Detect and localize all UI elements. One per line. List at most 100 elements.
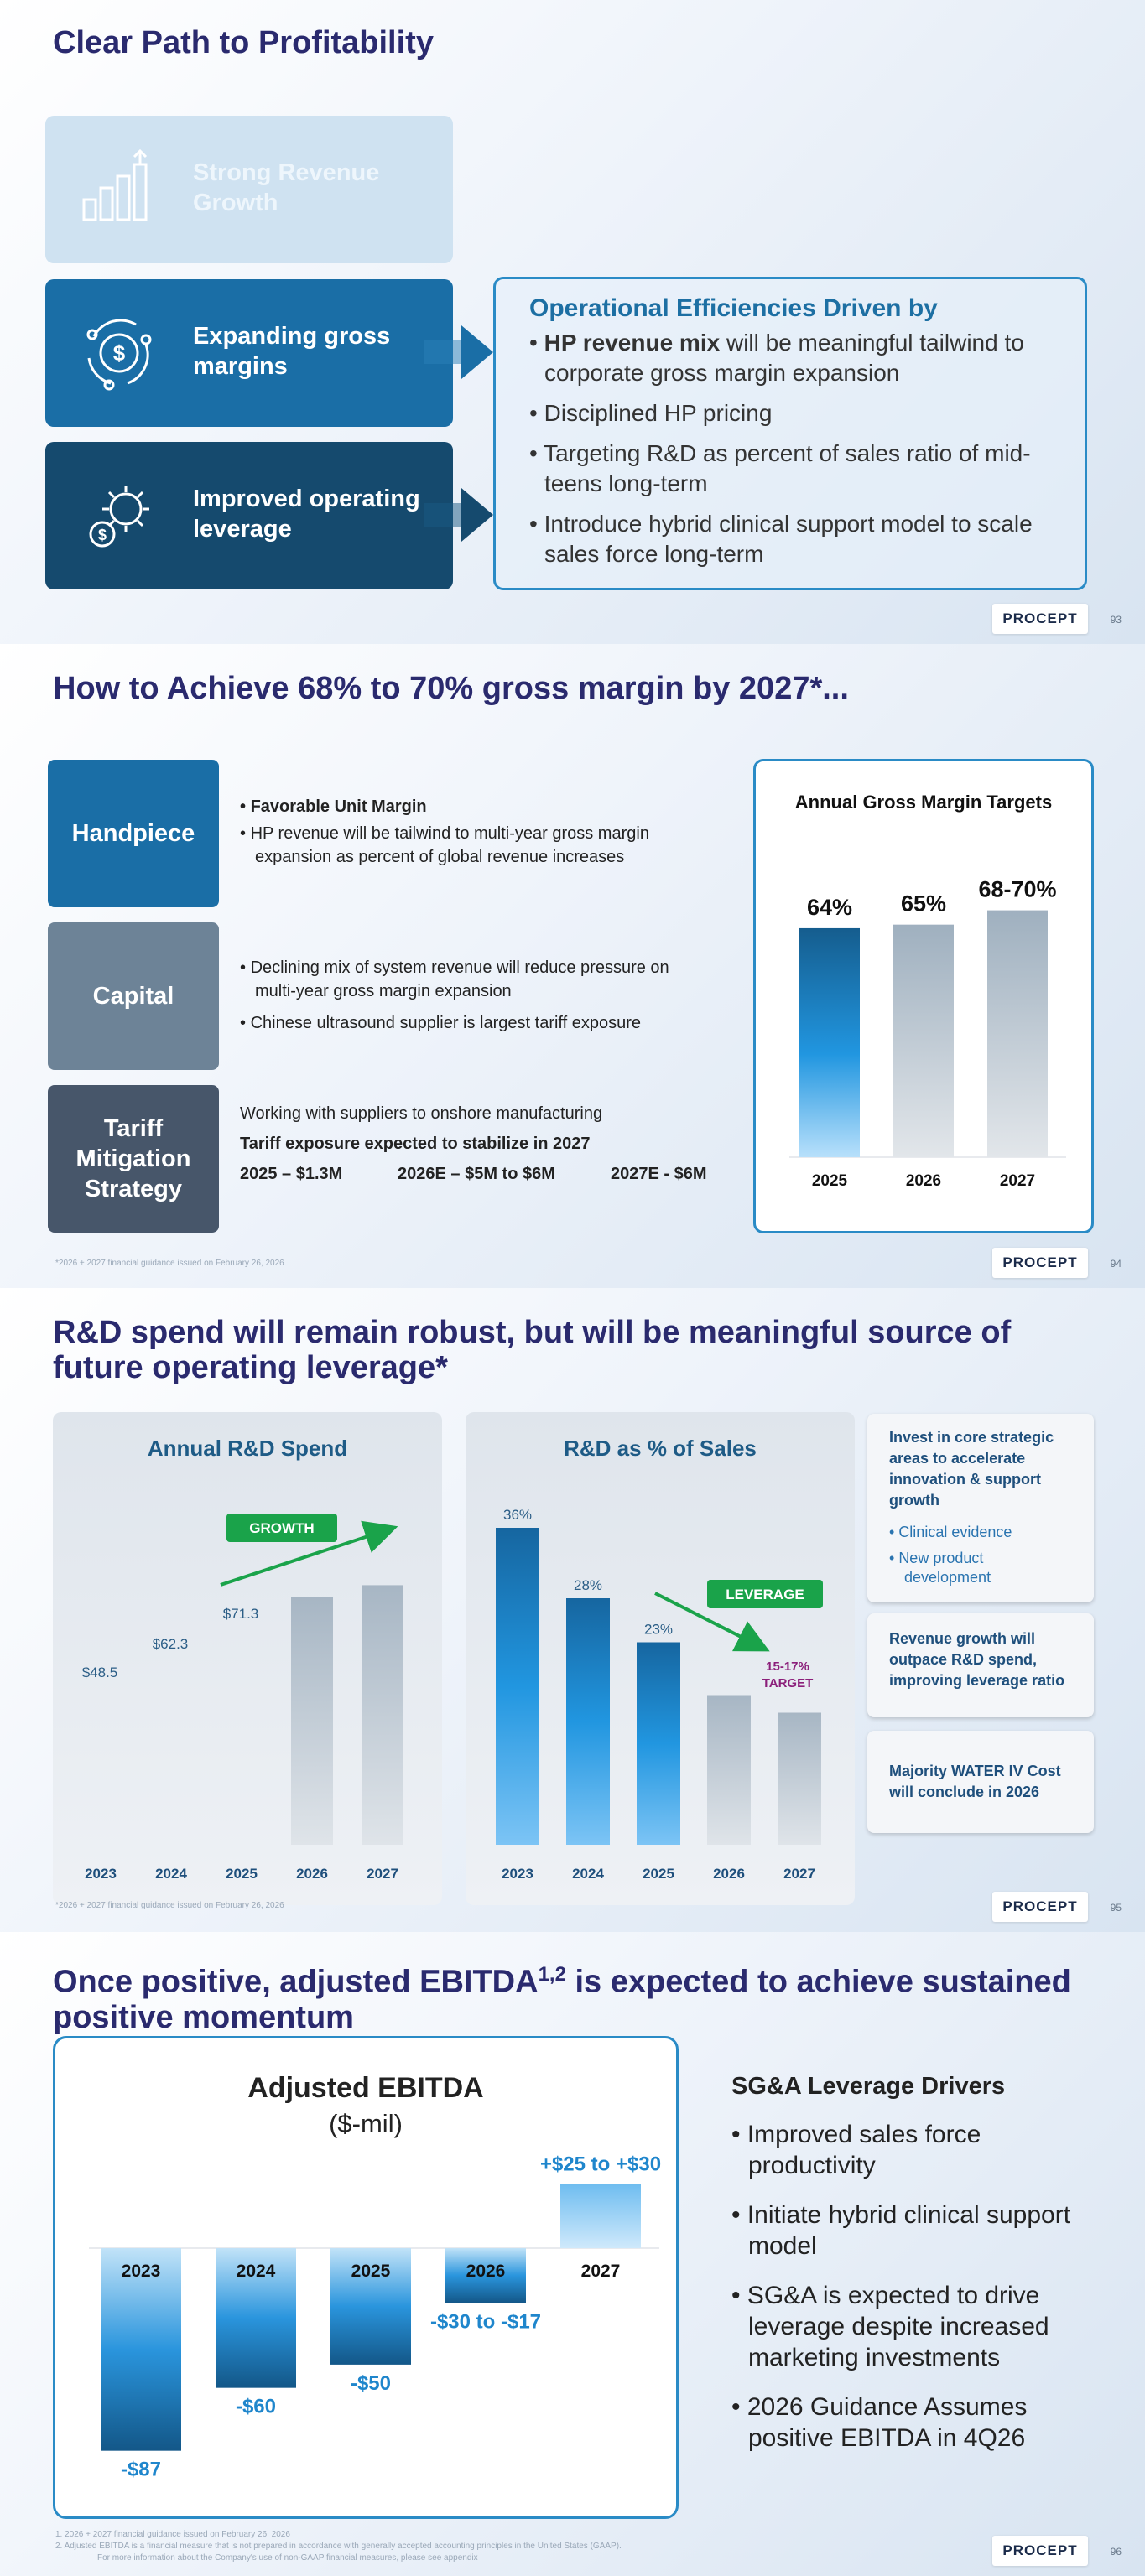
footnote: *2026 + 2027 financial guidance issued o… <box>55 1901 284 1910</box>
footnote: 2. Adjusted EBITDA is a financial measur… <box>55 2542 622 2551</box>
driver-item: SG&A is expected to drive leverage despi… <box>731 2280 1101 2373</box>
bar-2024 <box>566 1598 610 1845</box>
bullet-hybrid-model: Introduce hybrid clinical support model … <box>529 509 1051 569</box>
bar-2026 <box>445 2248 526 2303</box>
invest-card: Invest in core strategic areas to accele… <box>867 1414 1094 1602</box>
bar-value-label: -$60 <box>236 2396 276 2418</box>
category-tariff: Tariff Mitigation Strategy <box>48 1085 219 1233</box>
x-tick-label: 2023 <box>502 1866 533 1882</box>
pill-gross-margins: $ Expanding gross margins <box>45 279 453 427</box>
footnote: *2026 + 2027 financial guidance issued o… <box>55 1259 284 1268</box>
sga-drivers: SG&A Leverage Drivers Improved sales for… <box>731 2073 1101 2472</box>
drivers-title: SG&A Leverage Drivers <box>731 2073 1006 2100</box>
bar-2026 <box>291 1597 333 1845</box>
x-tick-label: 2027 <box>367 1866 398 1882</box>
title-superscript: 1,2 <box>538 1963 566 1986</box>
company-logo: PROCEPT <box>992 604 1088 634</box>
x-tick-label: 2023 <box>85 1866 117 1882</box>
x-tick-label: 2025 <box>351 2262 391 2281</box>
leverage-badge-label: LEVERAGE <box>726 1587 804 1602</box>
x-tick-label: 2023 <box>122 2262 161 2281</box>
page-number: 95 <box>1110 1902 1122 1914</box>
x-tick-label: 2024 <box>572 1866 604 1882</box>
slide-title: How to Achieve 68% to 70% gross margin b… <box>53 671 849 706</box>
bullet-bold: HP revenue mix <box>544 330 721 356</box>
revenue-growth-card: Revenue growth will outpace R&D spend, i… <box>867 1613 1094 1717</box>
gross-margin-chart-box: Annual Gross Margin Targets 64% 2025 65% 20… <box>753 759 1094 1233</box>
bullet: Declining mix of system revenue will red… <box>240 956 710 1003</box>
bar-2023 <box>101 2248 181 2451</box>
bar-2025 <box>637 1642 680 1845</box>
card-bullet: New product development <box>889 1549 1072 1587</box>
gear-dollar-icon: $ <box>89 486 149 548</box>
bar-2026 <box>707 1695 751 1845</box>
x-tick-label: 2025 <box>226 1866 258 1882</box>
pill-operating-leverage: $ Improved operating leverage <box>45 442 453 589</box>
title-line: positive momentum <box>53 1999 354 2035</box>
bar-growth-icon <box>82 148 148 221</box>
x-tick-label: 2025 <box>643 1866 674 1882</box>
bar-value-label: $48.5 <box>82 1665 118 1680</box>
rd-spend-chart: GROWTH $48.5 2023 $62.3 2024 $71.3 2025 2026 20… <box>82 1514 403 1882</box>
bar-2023 <box>496 1528 539 1845</box>
growth-badge-label: GROWTH <box>249 1520 314 1536</box>
slide-title: R&D spend will remain robust, but will b… <box>53 1315 1011 1385</box>
tariff-details: Working with suppliers to onshore manufa… <box>240 1102 743 1186</box>
tariff-2026: 2026E – $5M to $6M <box>398 1165 555 1183</box>
bullet: Chinese ultrasound supplier is largest t… <box>240 1011 710 1035</box>
company-logo: PROCEPT <box>992 2536 1088 2566</box>
growth-badge <box>226 1514 337 1542</box>
pill-revenue-growth: Strong Revenue Growth <box>45 116 453 263</box>
bar-value-label: $62.3 <box>153 1636 189 1652</box>
bar-2027 <box>987 910 1048 1157</box>
pill-label: Expanding gross margins <box>193 323 391 380</box>
driver-item: Improved sales force productivity <box>731 2119 1101 2181</box>
driver-item: Initiate hybrid clinical support model <box>731 2199 1101 2262</box>
bar-value-label: -$87 <box>121 2459 161 2481</box>
rd-pct-chart: LEVERAGE 15-17% TARGET 36% 2023 28% 2024 23%… <box>496 1507 823 1882</box>
page-number: 94 <box>1110 1258 1122 1270</box>
bar-2027 <box>560 2184 641 2248</box>
slide-title: Clear Path to Profitability <box>53 25 434 60</box>
operational-efficiencies-box: Operational Efficiencies Driven by HP re… <box>493 277 1087 590</box>
slide-clear-path: Clear Path to Profitability Strong Reven… <box>0 0 1145 644</box>
bar-value-label: 28% <box>574 1577 602 1593</box>
target-label: 15-17% <box>766 1659 809 1674</box>
bar-value-label: 23% <box>644 1622 673 1638</box>
bar-value-label: 64% <box>807 895 852 920</box>
tariff-2025: 2025 – $1.3M <box>240 1165 343 1183</box>
slide-rd-spend: R&D spend will remain robust, but will b… <box>0 1288 1145 1932</box>
panel-title: R&D as % of Sales <box>564 1436 757 1461</box>
pill-label: Improved operating leverage <box>193 486 420 543</box>
chart-title: Adjusted EBITDA <box>247 2072 484 2104</box>
x-tick-label: 2024 <box>237 2262 276 2281</box>
panel-title: Annual R&D Spend <box>147 1436 348 1461</box>
x-tick-label: 2026 <box>296 1866 328 1882</box>
x-tick-label: 2024 <box>155 1866 187 1882</box>
svg-text:$: $ <box>113 340 126 366</box>
company-logo: PROCEPT <box>992 1248 1088 1278</box>
svg-text:$: $ <box>98 527 107 543</box>
bullet: Favorable Unit Margin <box>240 795 710 818</box>
bullet-text: will be meaningful tailwind to corporate… <box>544 330 1024 386</box>
rd-pct-panel: R&D as % of Sales LEVERAGE 15-17% TARGET… <box>466 1412 855 1905</box>
category-capital: Capital <box>48 922 219 1070</box>
x-tick-label: 2026 <box>906 1172 941 1190</box>
footnote: For more information about the Company's… <box>97 2553 478 2563</box>
bar-value-label: +$25 to +$30 <box>540 2153 661 2176</box>
slide-gross-margin: How to Achieve 68% to 70% gross margin b… <box>0 644 1145 1288</box>
leverage-arrow <box>654 1592 770 1652</box>
bar-value-label: 68-70% <box>978 877 1056 902</box>
company-logo: PROCEPT <box>992 1892 1088 1922</box>
driver-item: 2026 Guidance Assumes positive EBITDA in… <box>731 2392 1101 2454</box>
bar-2026 <box>893 924 954 1157</box>
bar-2025 <box>330 2248 411 2365</box>
bar-2025 <box>799 927 860 1157</box>
bullet-pricing: Disciplined HP pricing <box>529 398 1051 428</box>
water-iv-card: Majority WATER IV Cost will conclude in … <box>867 1731 1094 1833</box>
box-heading: Operational Efficiencies Driven by <box>529 294 938 322</box>
footnotes: 1. 2026 + 2027 financial guidance issued… <box>55 2529 622 2564</box>
category-handpiece: Handpiece <box>48 760 219 907</box>
bar-2027 <box>362 1585 403 1845</box>
bar-2027 <box>778 1712 821 1845</box>
